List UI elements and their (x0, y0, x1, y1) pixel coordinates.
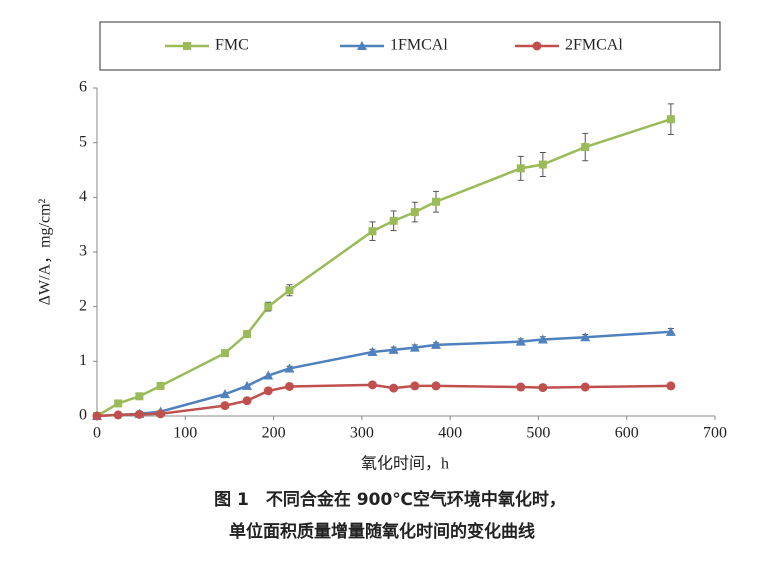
x-tick-label: 700 (703, 425, 727, 442)
marker (516, 382, 526, 392)
marker (134, 409, 144, 419)
legend-box (99, 21, 721, 71)
series-line (96, 383, 671, 418)
series-line (96, 117, 672, 418)
marker (357, 41, 367, 50)
marker (410, 208, 419, 217)
marker (431, 339, 442, 349)
marker (389, 216, 398, 225)
marker (220, 389, 231, 399)
marker (538, 383, 548, 393)
marker (183, 42, 191, 50)
marker (538, 160, 547, 169)
marker (285, 286, 294, 295)
marker (367, 380, 377, 390)
marker (431, 381, 441, 391)
marker (242, 380, 253, 390)
marker (580, 332, 591, 342)
marker (368, 227, 377, 236)
caption: 图 1 不同合金在 900℃空气环境中氧化时， (214, 489, 566, 510)
marker (264, 302, 273, 311)
x-tick-label: 500 (526, 425, 550, 442)
marker (665, 326, 676, 336)
marker (220, 401, 230, 411)
marker (532, 41, 542, 51)
x-tick-label: 600 (615, 425, 639, 442)
marker (388, 344, 399, 354)
marker (242, 396, 252, 406)
x-tick-label: 0 (93, 425, 101, 442)
y-axis-label: ΔW/A，mg/cm² (37, 198, 54, 305)
marker (114, 399, 123, 408)
marker (666, 115, 675, 124)
x-tick-label: 300 (350, 425, 374, 442)
marker (389, 383, 399, 393)
marker (135, 392, 144, 401)
y-tick-label: 2 (79, 297, 87, 314)
marker (666, 381, 676, 391)
marker (537, 334, 548, 344)
y-tick-label: 1 (79, 352, 87, 369)
legend-label: FMC (215, 37, 249, 54)
marker (515, 336, 526, 346)
legend-label: 2FMCAl (565, 37, 623, 54)
y-tick-label: 5 (79, 133, 87, 150)
x-tick-label: 100 (173, 425, 197, 442)
marker (516, 164, 525, 173)
legend-label: 1FMCAl (390, 37, 448, 54)
x-tick-label: 400 (438, 425, 462, 442)
y-tick-label: 3 (79, 243, 87, 260)
marker (156, 409, 166, 419)
y-tick-label: 4 (79, 188, 87, 205)
marker (243, 330, 252, 338)
marker (92, 411, 102, 421)
marker (284, 381, 294, 391)
marker (156, 381, 165, 390)
marker (221, 349, 230, 358)
marker (263, 386, 273, 396)
y-tick-label: 0 (79, 407, 87, 424)
marker (581, 143, 590, 152)
marker (409, 342, 420, 352)
marker (263, 370, 274, 380)
marker (113, 410, 123, 420)
marker (410, 381, 420, 391)
marker (367, 347, 378, 357)
caption: 单位面积质量增量随氧化时间的变化曲线 (229, 521, 535, 542)
marker (580, 382, 590, 392)
marker (432, 197, 441, 206)
x-axis-label: 氧化时间，h (361, 455, 449, 473)
y-tick-label: 6 (79, 79, 87, 96)
x-tick-label: 200 (262, 425, 286, 442)
marker (284, 363, 295, 373)
